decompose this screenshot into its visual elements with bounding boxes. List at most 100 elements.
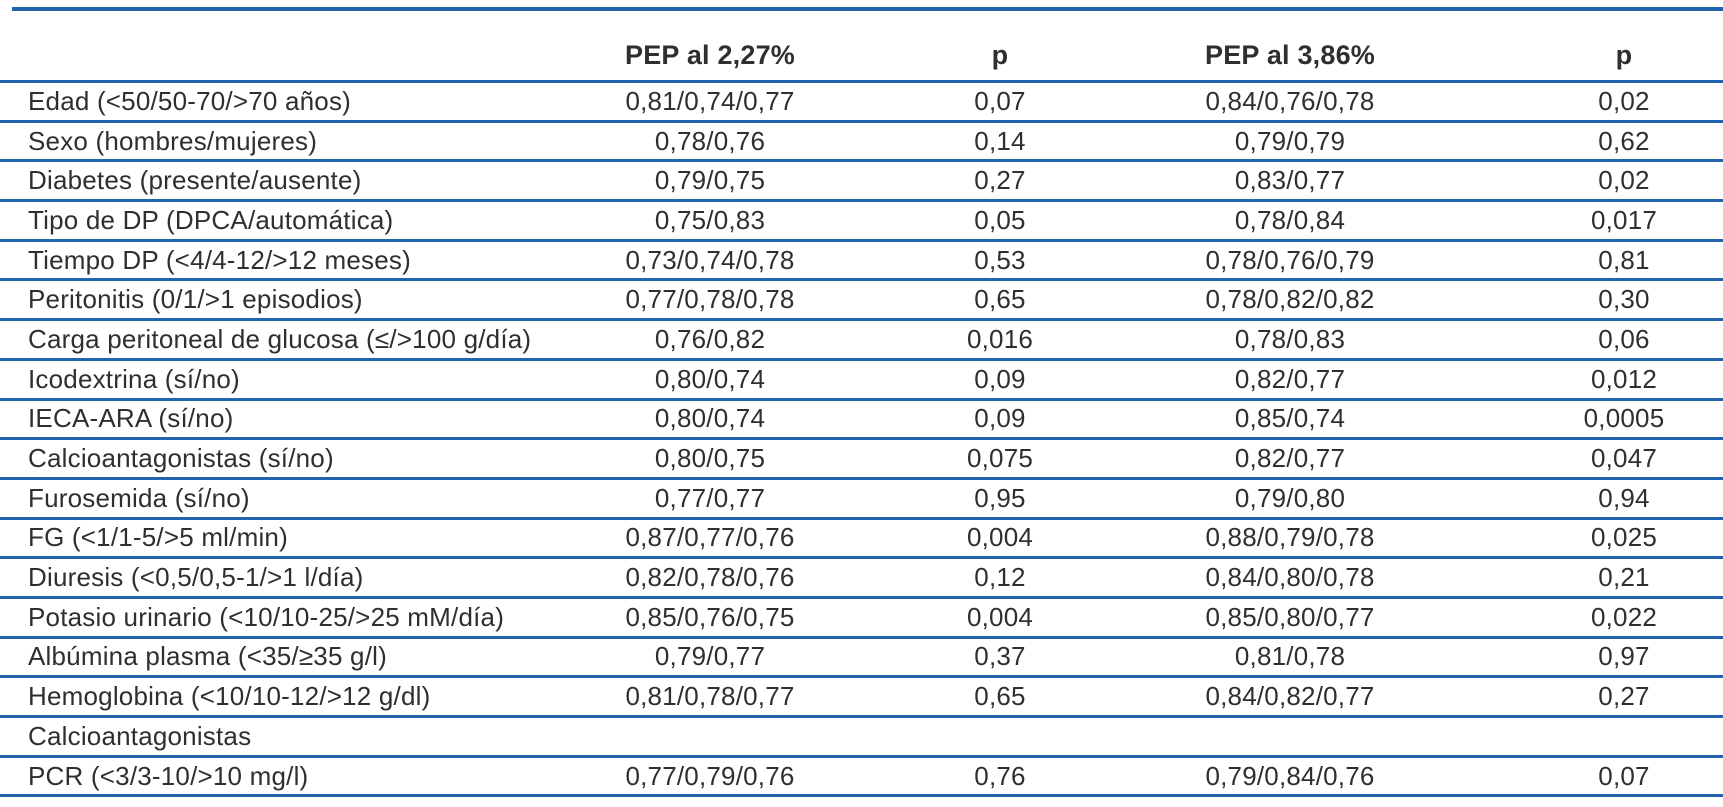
cell-pep386: 0,79/0,79	[1125, 121, 1455, 163]
cell-pep227	[545, 716, 875, 758]
cell-p2: 0,022	[1455, 597, 1723, 639]
cell-p1: 0,07	[875, 81, 1125, 123]
row-label: Tipo de DP (DPCA/automática)	[0, 200, 545, 242]
table-row: PCR (<3/3-10/>10 mg/l) 0,77/0,79/0,76 0,…	[0, 756, 1723, 798]
row-label: PCR (<3/3-10/>10 mg/l)	[0, 756, 545, 798]
row-label: Diabetes (presente/ausente)	[0, 160, 545, 203]
cell-p1: 0,075	[875, 438, 1125, 480]
cell-pep227: 0,85/0,76/0,75	[545, 597, 875, 639]
table-row: Peritonitis (0/1/>1 episodios) 0,77/0,78…	[0, 279, 1723, 322]
row-label: Diuresis (<0,5/0,5-1/>1 l/día)	[0, 557, 545, 599]
cell-p2: 0,07	[1455, 756, 1723, 798]
col-header-variable	[0, 11, 545, 83]
cell-pep227: 0,75/0,83	[545, 200, 875, 242]
cell-pep386: 0,81/0,78	[1125, 637, 1455, 679]
cell-pep227: 0,79/0,77	[545, 637, 875, 679]
cell-pep386: 0,83/0,77	[1125, 160, 1455, 203]
table-top-rule	[12, 7, 1723, 11]
cell-p1: 0,53	[875, 240, 1125, 282]
cell-pep227: 0,80/0,74	[545, 399, 875, 441]
row-label: Edad (<50/50-70/>70 años)	[0, 81, 545, 123]
cell-pep227: 0,80/0,74	[545, 359, 875, 401]
cell-pep386: 0,78/0,83	[1125, 319, 1455, 361]
row-label: Icodextrina (sí/no)	[0, 359, 545, 401]
cell-p1: 0,05	[875, 200, 1125, 242]
cell-p2: 0,62	[1455, 121, 1723, 163]
row-label: FG (<1/1-5/>5 ml/min)	[0, 518, 545, 560]
table-row: FG (<1/1-5/>5 ml/min) 0,87/0,77/0,76 0,0…	[0, 518, 1723, 560]
table-row: Tipo de DP (DPCA/automática) 0,75/0,83 0…	[0, 200, 1723, 242]
cell-p2: 0,012	[1455, 359, 1723, 401]
table-row: IECA-ARA (sí/no) 0,80/0,74 0,09 0,85/0,7…	[0, 399, 1723, 441]
table-row: Furosemida (sí/no) 0,77/0,77 0,95 0,79/0…	[0, 478, 1723, 520]
table-row: Albúmina plasma (<35/≥35 g/l) 0,79/0,77 …	[0, 637, 1723, 679]
table-row: Diabetes (presente/ausente) 0,79/0,75 0,…	[0, 160, 1723, 203]
cell-p1	[875, 716, 1125, 758]
pep-statistics-table-container: PEP al 2,27% p PEP al 3,86% p Edad (<50/…	[0, 7, 1723, 798]
cell-p2: 0,27	[1455, 676, 1723, 718]
cell-p1: 0,09	[875, 359, 1125, 401]
cell-p1: 0,016	[875, 319, 1125, 361]
cell-p1: 0,004	[875, 597, 1125, 639]
cell-pep227: 0,73/0,74/0,78	[545, 240, 875, 282]
cell-pep386: 0,85/0,80/0,77	[1125, 597, 1455, 639]
cell-p1: 0,12	[875, 557, 1125, 599]
cell-pep227: 0,82/0,78/0,76	[545, 557, 875, 599]
table-row: Icodextrina (sí/no) 0,80/0,74 0,09 0,82/…	[0, 359, 1723, 401]
row-label: IECA-ARA (sí/no)	[0, 399, 545, 441]
cell-pep227: 0,78/0,76	[545, 121, 875, 163]
cell-pep386: 0,85/0,74	[1125, 399, 1455, 441]
cell-p2: 0,02	[1455, 81, 1723, 123]
cell-p2: 0,21	[1455, 557, 1723, 599]
row-label: Calcioantagonistas	[0, 716, 545, 758]
cell-p1: 0,65	[875, 279, 1125, 322]
row-label: Tiempo DP (<4/4-12/>12 meses)	[0, 240, 545, 282]
table-row: Potasio urinario (<10/10-25/>25 mM/día) …	[0, 597, 1723, 639]
cell-p2: 0,06	[1455, 319, 1723, 361]
cell-p2	[1455, 716, 1723, 758]
cell-p1: 0,37	[875, 637, 1125, 679]
table-row: Calcioantagonistas	[0, 716, 1723, 758]
table-header: PEP al 2,27% p PEP al 3,86% p	[0, 11, 1723, 83]
cell-pep386	[1125, 716, 1455, 758]
cell-pep386: 0,79/0,84/0,76	[1125, 756, 1455, 798]
cell-p1: 0,76	[875, 756, 1125, 798]
cell-p2: 0,0005	[1455, 399, 1723, 441]
cell-p2: 0,81	[1455, 240, 1723, 282]
cell-pep227: 0,77/0,79/0,76	[545, 756, 875, 798]
cell-p2: 0,02	[1455, 160, 1723, 203]
cell-p2: 0,30	[1455, 279, 1723, 322]
table-row: Sexo (hombres/mujeres) 0,78/0,76 0,14 0,…	[0, 121, 1723, 163]
col-header-pep386: PEP al 3,86%	[1125, 11, 1455, 83]
pep-comparison-table: PEP al 2,27% p PEP al 3,86% p Edad (<50/…	[0, 11, 1723, 798]
header-row: PEP al 2,27% p PEP al 3,86% p	[0, 11, 1723, 83]
table-row: Tiempo DP (<4/4-12/>12 meses) 0,73/0,74/…	[0, 240, 1723, 282]
row-label: Calcioantagonistas (sí/no)	[0, 438, 545, 480]
cell-pep227: 0,79/0,75	[545, 160, 875, 203]
row-label: Hemoglobina (<10/10-12/>12 g/dl)	[0, 676, 545, 718]
cell-pep386: 0,82/0,77	[1125, 359, 1455, 401]
cell-pep386: 0,84/0,82/0,77	[1125, 676, 1455, 718]
cell-pep386: 0,78/0,76/0,79	[1125, 240, 1455, 282]
cell-p2: 0,017	[1455, 200, 1723, 242]
table-row: Diuresis (<0,5/0,5-1/>1 l/día) 0,82/0,78…	[0, 557, 1723, 599]
cell-pep386: 0,78/0,84	[1125, 200, 1455, 242]
col-header-p1: p	[875, 11, 1125, 83]
row-label: Sexo (hombres/mujeres)	[0, 121, 545, 163]
cell-p2: 0,047	[1455, 438, 1723, 480]
cell-p1: 0,004	[875, 518, 1125, 560]
row-label: Potasio urinario (<10/10-25/>25 mM/día)	[0, 597, 545, 639]
cell-pep227: 0,81/0,74/0,77	[545, 81, 875, 123]
cell-pep227: 0,80/0,75	[545, 438, 875, 480]
row-label: Furosemida (sí/no)	[0, 478, 545, 520]
cell-p1: 0,65	[875, 676, 1125, 718]
cell-pep386: 0,82/0,77	[1125, 438, 1455, 480]
cell-pep386: 0,78/0,82/0,82	[1125, 279, 1455, 322]
table-body: Edad (<50/50-70/>70 años) 0,81/0,74/0,77…	[0, 81, 1723, 798]
table-row: Hemoglobina (<10/10-12/>12 g/dl) 0,81/0,…	[0, 676, 1723, 718]
cell-pep386: 0,79/0,80	[1125, 478, 1455, 520]
cell-p1: 0,27	[875, 160, 1125, 203]
cell-pep227: 0,77/0,77	[545, 478, 875, 520]
col-header-pep227: PEP al 2,27%	[545, 11, 875, 83]
cell-pep227: 0,81/0,78/0,77	[545, 676, 875, 718]
